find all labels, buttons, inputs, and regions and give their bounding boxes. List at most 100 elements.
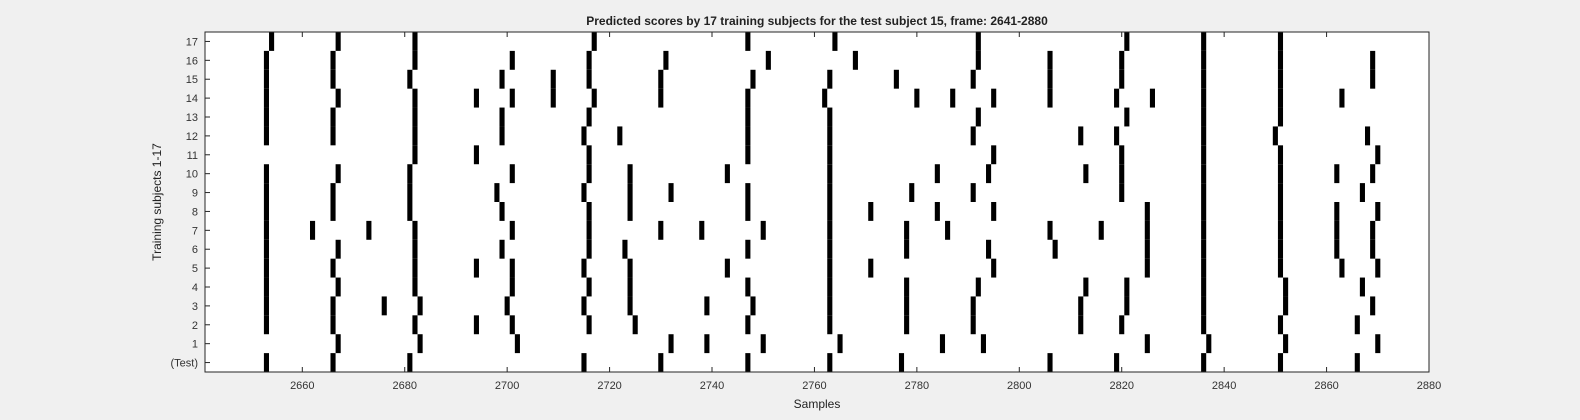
score-mark [581,296,587,316]
y-tick-label: 4 [192,282,198,294]
score-mark [263,107,270,127]
x-axis-ticks: 2660 2680 2700 2720 2740 2760 2780 2800 2820 2840… [290,32,1441,392]
score-mark [986,164,992,184]
score-mark [473,88,479,108]
score-mark [586,50,592,70]
score-mark [263,126,270,146]
y-tick-label: (Test) [171,358,199,370]
score-marks [263,32,1381,372]
score-mark [1370,220,1376,240]
score-mark [904,239,910,259]
score-mark [627,183,633,202]
x-axis-label: Samples [794,397,841,411]
plot-frame [204,31,1430,373]
score-mark [1375,202,1381,221]
score-mark [550,69,556,89]
score-mark [412,32,418,51]
score-mark [263,277,270,297]
score-mark [699,220,705,240]
score-mark [330,258,336,278]
score-mark [914,88,920,108]
score-mark [407,69,413,89]
score-mark [745,107,751,127]
score-mark [509,50,515,70]
score-mark [586,145,592,165]
score-mark [473,315,479,335]
score-mark [1078,126,1084,146]
score-mark [745,239,751,259]
score-mark [970,296,976,316]
score-mark [412,239,418,259]
score-mark [745,88,751,108]
score-mark [1119,164,1125,184]
score-mark [658,88,664,108]
score-mark [1277,50,1284,70]
score-mark [330,353,336,372]
score-mark [263,88,270,108]
y-axis-label: Training subjects 1-17 [150,143,164,261]
score-mark [934,202,940,221]
score-mark [658,69,664,89]
score-mark [745,126,751,146]
score-mark [1083,277,1089,297]
score-mark [412,220,418,240]
score-mark [632,315,638,335]
score-mark [330,107,336,127]
score-mark [827,353,833,372]
score-mark [1114,88,1120,108]
score-mark [668,183,674,202]
score-mark [1277,315,1284,335]
score-mark [760,220,766,240]
score-mark [1201,353,1207,372]
score-mark [1047,353,1053,372]
score-mark [1119,315,1125,335]
score-mark [1277,107,1284,127]
score-mark [499,202,505,221]
score-mark [617,126,623,146]
score-mark [950,88,956,108]
score-mark [591,32,597,51]
score-mark [745,353,751,372]
y-tick-label: 16 [186,55,198,67]
score-mark [509,277,515,297]
score-mark [904,296,910,316]
score-mark [1201,107,1207,127]
score-mark [263,164,270,184]
score-mark [1277,183,1284,202]
y-tick-label: 15 [186,74,198,86]
score-mark [407,164,413,184]
score-mark [509,88,515,108]
score-mark [412,107,418,127]
score-mark [586,220,592,240]
score-mark [1334,220,1340,240]
score-mark [499,107,505,127]
score-mark [473,145,479,165]
score-mark [586,202,592,221]
score-mark [1201,69,1207,89]
score-mark [1370,50,1376,70]
score-mark [499,69,505,89]
score-mark [514,334,520,354]
score-mark [868,202,874,221]
y-tick-label: 7 [192,225,198,237]
score-mark [658,220,664,240]
score-mark [1277,69,1284,89]
score-mark [991,202,997,221]
score-mark [893,69,899,89]
score-mark [1083,164,1089,184]
score-mark [827,164,833,184]
score-mark [335,164,341,184]
score-mark [1364,126,1371,146]
score-mark [622,239,628,259]
score-mark [827,277,833,297]
score-mark [827,296,833,316]
score-mark [1114,353,1120,372]
score-mark [704,334,710,354]
score-mark [412,126,418,146]
score-mark [473,258,479,278]
score-mark [1201,145,1207,165]
score-mark [1277,145,1284,165]
score-mark [1149,88,1155,108]
